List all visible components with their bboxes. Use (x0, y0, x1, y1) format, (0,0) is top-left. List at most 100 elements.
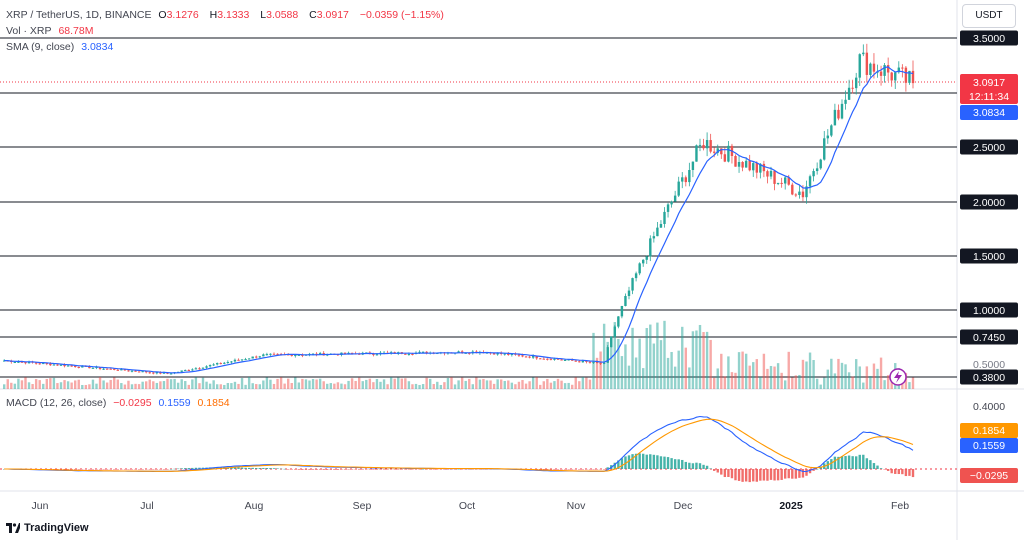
candle-body (159, 372, 162, 374)
candle-body (81, 365, 84, 368)
volume-bar (290, 383, 293, 389)
volume-bar (681, 326, 684, 389)
volume-bar (670, 351, 673, 389)
candle-body (102, 368, 105, 370)
time-axis-label: Dec (674, 500, 693, 512)
candle-body (585, 360, 588, 362)
candle-body (52, 364, 56, 366)
volume-bar (304, 379, 308, 389)
candle-body (155, 372, 159, 374)
macd-histogram-bar (567, 469, 570, 470)
candle-body (833, 109, 837, 126)
time-axis-label: Sep (353, 500, 372, 512)
volume-bar (673, 366, 677, 389)
macd-histogram-bar (159, 469, 162, 470)
currency-button[interactable]: USDT (962, 4, 1016, 28)
macd-histogram-bar (581, 469, 585, 470)
candle-body (265, 354, 269, 356)
macd-histogram-bar (723, 469, 727, 478)
candle-body (219, 363, 222, 365)
macd-histogram-bar (166, 469, 169, 470)
volume-bar (773, 366, 776, 389)
volume-bar (322, 381, 325, 389)
macd-histogram-bar (290, 469, 293, 470)
candle-body (49, 363, 52, 366)
macd-histogram-bar (70, 469, 73, 470)
volume-bar (244, 384, 247, 389)
volume-bar (191, 379, 194, 389)
volume-bar (766, 368, 769, 389)
candle-body (198, 368, 201, 370)
volume-bar (297, 382, 301, 389)
volume-bar (759, 376, 762, 389)
candle-body (301, 354, 304, 356)
volume-bar (801, 359, 805, 389)
macd-histogram-bar (617, 460, 620, 469)
macd-histogram-bar (63, 469, 66, 470)
macd-histogram-bar (748, 469, 751, 483)
volume-bar (17, 378, 20, 389)
candle-body (535, 356, 538, 359)
candle-body (180, 370, 183, 372)
volume-bar (908, 382, 911, 389)
macd-histogram-bar (304, 469, 308, 470)
volume-bar (744, 353, 748, 389)
macd-histogram-bar (599, 469, 602, 470)
candle-body (581, 360, 585, 363)
macd-histogram-bar (230, 467, 233, 469)
time-axis-label: Nov (567, 500, 586, 512)
macd-histogram-bar (169, 468, 173, 470)
macd-histogram-bar (574, 469, 577, 470)
macd-histogram-bar (308, 469, 311, 470)
candle-body (258, 356, 261, 358)
candle-body (169, 373, 173, 375)
candle-body (794, 194, 798, 196)
candle-body (272, 353, 276, 355)
candle-body (556, 358, 560, 360)
candle-body (113, 368, 116, 370)
volume-bar (862, 382, 865, 389)
candle-body (897, 67, 900, 73)
volume-bar (457, 380, 460, 389)
candle-body (684, 177, 687, 183)
volume-bar (123, 384, 127, 389)
volume-bar (904, 372, 908, 389)
macd-histogram-bar (713, 469, 716, 471)
macd-histogram-bar (148, 469, 151, 470)
volume-bar (443, 382, 446, 389)
macd-histogram-bar (446, 469, 450, 470)
volume-bar (794, 375, 798, 389)
volume-bar (496, 379, 499, 389)
volume-bar (677, 350, 680, 389)
macd-histogram-bar (588, 469, 592, 470)
candle-body (840, 103, 844, 119)
event-lightning-icon[interactable] (889, 368, 907, 386)
macd-histogram-bar (311, 469, 315, 470)
macd-histogram-bar (429, 469, 432, 470)
candle-body (844, 99, 847, 104)
macd-histogram-bar (698, 463, 702, 469)
candle-body (769, 170, 773, 177)
macd-histogram-bar (585, 469, 588, 470)
macd-histogram-bar (851, 456, 854, 469)
volume-bar (184, 381, 187, 389)
volume-bar (205, 381, 208, 389)
volume-bar (155, 382, 159, 389)
candle-body (230, 361, 233, 363)
macd-histogram-bar (815, 468, 819, 470)
candle-body (191, 369, 194, 371)
macd-histogram-bar (688, 462, 691, 469)
last-price-tag: 3.0917 12:11:34 (960, 74, 1018, 104)
volume-bar (66, 381, 70, 389)
macd-label: MACD (12, 26, close) (6, 397, 107, 409)
volume-bar (485, 380, 489, 389)
macd-histogram-bar (411, 469, 414, 470)
candle-body (116, 369, 119, 371)
macd-histogram-bar (358, 469, 361, 470)
candle-body (276, 353, 279, 355)
candle-body (773, 170, 776, 184)
volume-bar (492, 383, 496, 389)
macd-histogram-bar (294, 469, 297, 470)
candle-body (727, 145, 730, 162)
